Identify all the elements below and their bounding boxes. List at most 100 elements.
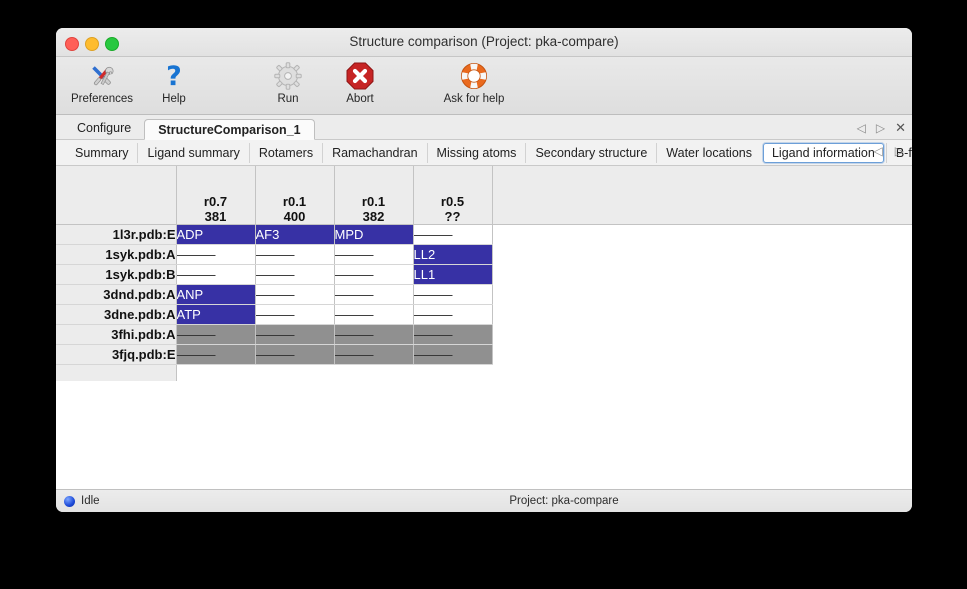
ligand-cell[interactable]: ——— (176, 324, 256, 345)
ligand-cell[interactable]: ——— (413, 224, 493, 245)
result-tab-next-icon[interactable]: ▷ (894, 144, 904, 158)
column-header-line2: 381 (204, 208, 227, 224)
ligand-cell[interactable]: ANP (176, 284, 256, 305)
ligand-cell[interactable]: ——— (255, 304, 335, 325)
tab-summary[interactable]: Summary (75, 145, 129, 160)
ligand-cell[interactable]: AF3 (255, 224, 335, 245)
ligand-cell[interactable]: ——— (255, 344, 335, 365)
ligand-cell[interactable]: ——— (334, 264, 414, 285)
ligand-cell[interactable]: ——— (334, 284, 414, 305)
row-header-label[interactable]: 3dnd.pdb:A (56, 284, 177, 305)
ligand-cell[interactable]: ——— (334, 344, 414, 365)
tab-missing-atoms[interactable]: Missing atoms (426, 142, 526, 163)
column-header-line1: r0.1 (282, 193, 307, 209)
column-header-line2: 400 (283, 208, 306, 224)
column-header-1[interactable]: r0.7 381 (176, 166, 256, 225)
tab-structurecomparison-1[interactable]: StructureComparison_1 (144, 119, 315, 140)
project-tab-prev-icon[interactable]: ◁ (856, 121, 866, 135)
tools-icon (87, 59, 117, 92)
column-header-line1: r0.5 (440, 193, 465, 209)
tab-rotamers[interactable]: Rotamers (248, 142, 322, 163)
result-tab-nav: ◁ ▷ (874, 144, 904, 158)
ligand-cell[interactable]: LL2 (413, 244, 493, 265)
project-tab-close-icon[interactable]: ✕ (895, 120, 906, 135)
ligand-cell[interactable]: ——— (176, 264, 256, 285)
table-row[interactable]: 1syk.pdb:A ——— ——— ——— LL2 (56, 244, 493, 265)
column-header-line1: r0.1 (361, 193, 386, 209)
ligand-cell[interactable]: ——— (413, 304, 493, 325)
row-header-label[interactable]: 3fhi.pdb:A (56, 324, 177, 345)
tab-ligand-information[interactable]: Ligand information (762, 142, 884, 163)
table-row[interactable]: 1syk.pdb:B ——— ——— ——— LL1 (56, 264, 493, 285)
column-header-line2: 382 (362, 208, 385, 224)
column-header-line2: ?? (444, 208, 461, 224)
ligand-cell[interactable]: ——— (413, 324, 493, 345)
ligand-cell[interactable]: ——— (334, 244, 414, 265)
column-header-3[interactable]: r0.1 382 (334, 166, 414, 225)
table-row[interactable]: 1l3r.pdb:E ADP AF3 MPD ——— (56, 224, 493, 245)
ligand-cell[interactable]: ATP (176, 304, 256, 325)
help-button[interactable]: ? Help (138, 57, 210, 114)
result-tab-bar: Summary Ligand summary Rotamers Ramachan… (56, 140, 912, 166)
ligand-information-panel: r0.7 381 r0.1 400 r0.1 382 r0.5?? 1l3r.pdb:E AD… (56, 166, 912, 489)
status-project-label: Project: pka-compare (509, 495, 619, 507)
tab-ligand-summary[interactable]: Ligand summary (137, 142, 248, 163)
ligand-cell[interactable]: ——— (334, 324, 414, 345)
window-title: Structure comparison (Project: pka-compa… (349, 34, 619, 49)
abort-button[interactable]: Abort (324, 57, 396, 114)
table-row[interactable]: 3dnd.pdb:A ANP ——— ——— ——— (56, 284, 493, 305)
table-header-row: r0.7 381 r0.1 400 r0.1 382 r0.5?? (56, 166, 493, 225)
tab-water-locations[interactable]: Water locations (656, 142, 761, 163)
help-label: Help (162, 93, 186, 105)
ligand-cell[interactable]: ——— (255, 324, 335, 345)
ligand-cell[interactable]: ——— (334, 304, 414, 325)
project-tab-next-icon[interactable]: ▷ (875, 121, 886, 135)
project-tab-nav: ◁ ▷ ✕ (857, 120, 906, 136)
ligand-cell[interactable]: ADP (176, 224, 256, 245)
abort-label: Abort (346, 93, 374, 105)
tab-configure[interactable]: Configure (77, 121, 132, 135)
stop-x-icon (345, 59, 375, 92)
ligand-information-table: r0.7 381 r0.1 400 r0.1 382 r0.5?? 1l3r.pdb:E AD… (56, 166, 493, 365)
preferences-button[interactable]: Preferences (66, 57, 138, 114)
ask-for-help-button[interactable]: Ask for help (426, 57, 522, 114)
row-header-label[interactable]: 1syk.pdb:A (56, 244, 177, 265)
app-window: Structure comparison (Project: pka-compa… (56, 28, 912, 512)
row-header-label[interactable]: 3dne.pdb:A (56, 304, 177, 325)
ligand-cell[interactable]: ——— (413, 344, 493, 365)
result-tab-prev-icon[interactable]: ◁ (873, 144, 883, 158)
maximize-window-button[interactable] (105, 37, 119, 51)
ligand-cell[interactable]: LL1 (413, 264, 493, 285)
table-row[interactable]: 3fjq.pdb:E ——— ——— ——— ——— (56, 344, 493, 365)
run-button[interactable]: Run (252, 57, 324, 114)
row-header-label[interactable]: 1syk.pdb:B (56, 264, 177, 285)
ligand-cell[interactable]: MPD (334, 224, 414, 245)
ligand-cell[interactable]: ——— (176, 244, 256, 265)
table-corner-cell (56, 166, 177, 225)
table-row[interactable]: 3dne.pdb:A ATP ——— ——— ——— (56, 304, 493, 325)
question-mark-icon: ? (159, 59, 189, 92)
minimize-window-button[interactable] (85, 37, 99, 51)
row-header-label[interactable]: 3fjq.pdb:E (56, 344, 177, 365)
tab-secondary-structure[interactable]: Secondary structure (525, 142, 656, 163)
close-window-button[interactable] (65, 37, 79, 51)
table-row[interactable]: 3fhi.pdb:A ——— ——— ——— ——— (56, 324, 493, 345)
lifebuoy-icon (459, 59, 489, 92)
status-text: Idle (81, 495, 100, 507)
title-bar: Structure comparison (Project: pka-compa… (56, 28, 912, 57)
preferences-label: Preferences (70, 93, 133, 105)
column-header-2[interactable]: r0.1 400 (255, 166, 335, 225)
ligand-cell[interactable]: ——— (176, 344, 256, 365)
ligand-cell[interactable]: ——— (255, 264, 335, 285)
ligand-cell[interactable]: ——— (255, 244, 335, 265)
ligand-cell[interactable]: ——— (413, 284, 493, 305)
toolbar: Preferences ? Help (56, 57, 912, 115)
tab-ramachandran[interactable]: Ramachandran (322, 142, 426, 163)
tab-b-factors[interactable]: B-factors (885, 142, 912, 163)
column-header-4[interactable]: r0.5?? (413, 166, 493, 225)
run-label: Run (277, 93, 299, 105)
row-header-label[interactable]: 1l3r.pdb:E (56, 224, 177, 245)
gear-icon (273, 59, 303, 92)
ligand-cell[interactable]: ——— (255, 284, 335, 305)
project-tab-bar: Configure StructureComparison_1 ◁ ▷ ✕ (56, 115, 912, 140)
